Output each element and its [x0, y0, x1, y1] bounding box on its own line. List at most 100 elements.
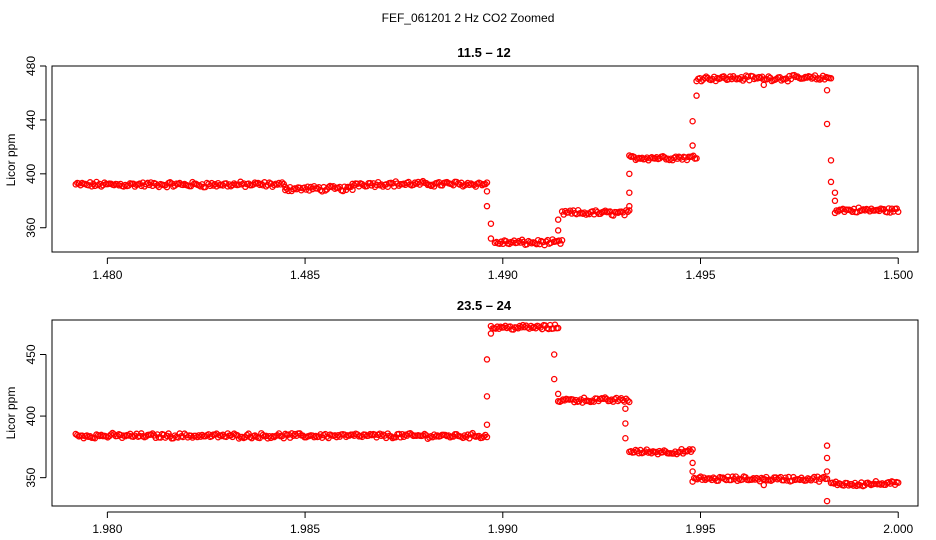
data-point: [601, 394, 609, 401]
data-point: [554, 227, 562, 234]
data-point: [697, 473, 704, 480]
panel-top-frame: [51, 65, 919, 253]
panel-top: 11.5 – 12 Licor ppm 1.480 1.485 1.490 1.495…: [4, 45, 919, 282]
data-point: [461, 432, 468, 439]
data-point: [760, 81, 768, 89]
data-point: [622, 207, 630, 214]
x-tick-label: 1.485: [290, 268, 320, 282]
data-point: [558, 237, 566, 244]
data-point: [622, 420, 629, 427]
data-point: [698, 77, 705, 85]
data-point: [624, 208, 631, 216]
data-point: [487, 220, 495, 227]
data-point: [689, 468, 696, 475]
panel-bottom: 23.5 – 24 Licor ppm 1.980 1.985 1.990 1.995…: [4, 298, 919, 536]
data-point: [554, 390, 562, 398]
data-point: [894, 208, 902, 216]
data-point: [823, 475, 831, 483]
data-point: [245, 430, 252, 437]
data-point: [483, 393, 491, 400]
data-point: [693, 92, 700, 99]
data-point: [550, 375, 558, 383]
x-tick-label: 1.995: [685, 522, 715, 536]
x-tick-label: 1.985: [290, 522, 320, 536]
data-point: [823, 442, 831, 449]
data-point: [551, 321, 559, 328]
data-point: [483, 421, 491, 428]
data-point: [827, 75, 835, 82]
data-point: [262, 183, 270, 190]
data-point: [831, 197, 839, 205]
data-point: [831, 189, 839, 196]
y-tick-label: 400: [24, 163, 38, 183]
data-point: [483, 433, 491, 441]
panel-bottom-frame: [51, 319, 919, 507]
data-point: [487, 235, 495, 242]
data-point: [487, 330, 495, 337]
data-point: [430, 183, 438, 190]
data-point: [282, 186, 289, 194]
data-point: [384, 183, 391, 190]
data-point: [823, 454, 831, 462]
data-point: [610, 212, 617, 219]
data-point: [554, 324, 562, 332]
panel-top-title: 11.5 – 12: [457, 45, 511, 60]
data-point: [823, 87, 831, 94]
data-point: [689, 142, 696, 149]
y-tick-label: 450: [24, 344, 38, 364]
data-point: [827, 157, 835, 164]
panel-top-ylabel: Licor ppm: [4, 134, 18, 187]
data-point: [765, 73, 772, 80]
data-point: [727, 476, 735, 484]
panel-bottom-title: 23.5 – 24: [457, 298, 512, 313]
data-point: [689, 459, 696, 467]
x-tick-label: 1.480: [92, 268, 122, 282]
x-tick-label: 2.000: [883, 522, 913, 536]
y-tick-label: 400: [24, 406, 38, 426]
data-point: [626, 202, 633, 210]
panel-top-marks: 1.480 1.485 1.490 1.495 1.500 360 400 440 480: [24, 56, 914, 282]
data-point: [760, 481, 768, 489]
data-point: [557, 240, 564, 247]
data-point: [592, 207, 599, 214]
y-tick-label: 440: [24, 110, 38, 130]
data-point: [258, 180, 265, 188]
data-point: [419, 432, 427, 439]
x-tick-label: 1.495: [685, 268, 715, 282]
data-point: [626, 398, 633, 406]
data-point: [823, 468, 831, 475]
data-point: [466, 435, 473, 442]
data-point: [823, 120, 831, 128]
data-point: [306, 187, 313, 194]
x-tick-label: 1.500: [883, 268, 913, 282]
data-point: [893, 205, 900, 212]
chart-suptitle: FEF_061201 2 Hz CO2 Zoomed: [382, 11, 555, 25]
data-point: [689, 118, 696, 125]
data-point: [483, 356, 491, 363]
data-point: [827, 178, 835, 186]
data-point: [626, 189, 633, 196]
data-point: [626, 207, 633, 214]
data-point: [883, 208, 891, 216]
data-point: [483, 202, 491, 210]
x-tick-label: 1.990: [488, 522, 518, 536]
data-point: [693, 155, 700, 162]
data-point: [624, 397, 631, 404]
y-tick-label: 350: [24, 467, 38, 487]
data-point: [887, 209, 894, 216]
data-point: [397, 434, 404, 441]
data-point: [790, 71, 798, 79]
panel-bottom-marks: 1.980 1.985 1.990 1.995 2.000 350 400 450: [24, 321, 914, 536]
y-tick-label: 360: [24, 217, 38, 237]
data-point: [483, 179, 491, 186]
x-tick-label: 1.980: [92, 522, 122, 536]
data-point: [622, 434, 629, 442]
data-point: [395, 430, 403, 438]
data-point: [550, 351, 558, 358]
data-point: [823, 497, 831, 505]
panel-bottom-ylabel: Licor ppm: [4, 387, 18, 440]
data-point: [689, 446, 696, 453]
data-point: [482, 180, 489, 188]
data-point: [622, 405, 629, 412]
